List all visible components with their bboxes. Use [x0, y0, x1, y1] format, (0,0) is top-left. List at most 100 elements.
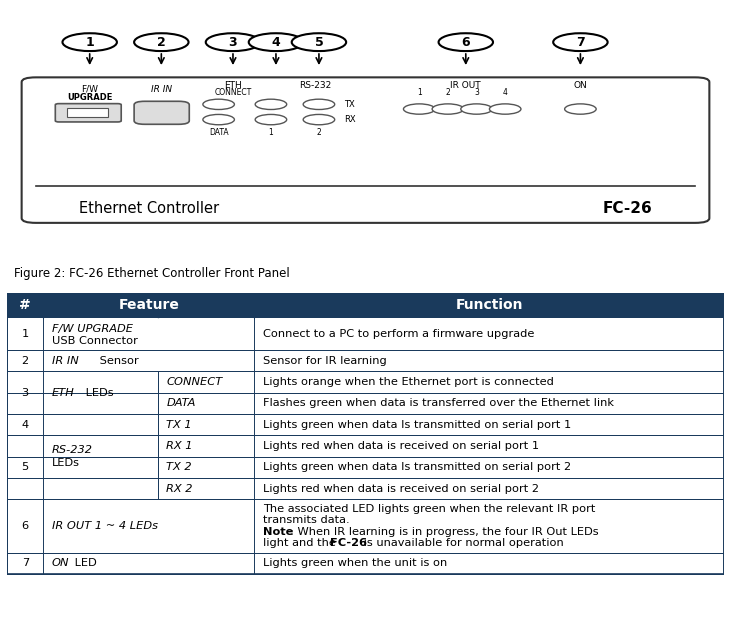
Text: F/W: F/W [81, 85, 98, 94]
Text: TX 2: TX 2 [167, 462, 192, 473]
Text: RS-232: RS-232 [299, 81, 331, 90]
Circle shape [303, 114, 335, 125]
Text: Lights green when data Is transmitted on serial port 1: Lights green when data Is transmitted on… [263, 420, 572, 430]
Text: RX 2: RX 2 [167, 484, 193, 494]
Text: LEDs: LEDs [52, 458, 80, 468]
Bar [7, 500, 724, 552]
Text: 6: 6 [461, 35, 470, 49]
Bar [7, 318, 724, 350]
Text: Sensor for IR learning: Sensor for IR learning [263, 356, 387, 366]
Text: Feature: Feature [118, 298, 179, 312]
Text: light and the: light and the [263, 538, 340, 548]
Circle shape [205, 33, 260, 51]
Text: CONNECT: CONNECT [167, 377, 223, 387]
Text: : When IR learning is in progress, the four IR Out LEDs: : When IR learning is in progress, the f… [289, 527, 598, 537]
Text: 4: 4 [272, 35, 280, 49]
Text: IR IN: IR IN [151, 85, 172, 94]
Circle shape [249, 33, 303, 51]
Text: 1: 1 [417, 88, 422, 97]
Circle shape [432, 104, 463, 114]
Text: 1: 1 [22, 329, 29, 339]
Text: FC-26: FC-26 [330, 538, 367, 548]
Circle shape [203, 99, 235, 109]
Text: IR IN: IR IN [52, 356, 78, 366]
Bar [7, 350, 724, 372]
Bar [7, 293, 724, 318]
FancyBboxPatch shape [56, 104, 121, 122]
Bar [7, 414, 724, 435]
Circle shape [255, 114, 287, 125]
Text: ON: ON [574, 81, 587, 90]
Text: RX 1: RX 1 [167, 441, 193, 451]
Text: Note: Note [263, 527, 293, 537]
Circle shape [303, 99, 335, 109]
Text: 1: 1 [268, 128, 273, 137]
Text: LED: LED [71, 558, 96, 568]
Text: Sensor: Sensor [96, 356, 139, 366]
Circle shape [461, 104, 492, 114]
Text: IR OUT: IR OUT [450, 81, 481, 90]
Circle shape [203, 114, 235, 125]
Text: RS-232: RS-232 [52, 446, 93, 455]
Text: transmits data.: transmits data. [263, 515, 349, 525]
Text: USB Connector: USB Connector [52, 336, 137, 346]
Bar [7, 435, 724, 457]
Text: Flashes green when data is transferred over the Ethernet link: Flashes green when data is transferred o… [263, 398, 614, 408]
Text: TX 1: TX 1 [167, 420, 192, 430]
Circle shape [404, 104, 435, 114]
Text: ON: ON [52, 558, 69, 568]
Text: The associated LED lights green when the relevant IR port: The associated LED lights green when the… [263, 504, 596, 514]
FancyBboxPatch shape [22, 77, 709, 223]
Text: #: # [19, 298, 31, 312]
Text: 2: 2 [445, 88, 450, 97]
Text: IR OUT 1 ~ 4 LEDs: IR OUT 1 ~ 4 LEDs [52, 521, 158, 531]
Text: FC-26: FC-26 [602, 201, 652, 216]
Text: LEDs: LEDs [82, 388, 113, 397]
Circle shape [439, 33, 493, 51]
Circle shape [553, 33, 607, 51]
Bar [67, 108, 108, 117]
Text: TX: TX [344, 100, 355, 109]
Circle shape [490, 104, 521, 114]
Bar [7, 478, 724, 500]
Text: UPGRADE: UPGRADE [67, 93, 113, 102]
Circle shape [62, 33, 117, 51]
Text: 5: 5 [22, 462, 29, 473]
Bar [7, 457, 724, 478]
Circle shape [564, 104, 596, 114]
Text: 4: 4 [22, 420, 29, 430]
Text: Lights green when the unit is on: Lights green when the unit is on [263, 558, 447, 568]
Bar [7, 552, 724, 574]
Text: CONNECT: CONNECT [214, 88, 251, 97]
Circle shape [134, 33, 189, 51]
Text: DATA: DATA [209, 128, 229, 137]
FancyBboxPatch shape [134, 102, 189, 124]
Text: RX: RX [344, 115, 356, 124]
Circle shape [292, 33, 346, 51]
Text: 5: 5 [314, 35, 323, 49]
Text: 3: 3 [474, 88, 479, 97]
Text: Lights green when data Is transmitted on serial port 2: Lights green when data Is transmitted on… [263, 462, 571, 473]
Bar [36, 188, 695, 218]
Circle shape [255, 99, 287, 109]
Text: 7: 7 [576, 35, 585, 49]
Text: Lights orange when the Ethernet port is connected: Lights orange when the Ethernet port is … [263, 377, 554, 387]
Text: Lights red when data is received on serial port 1: Lights red when data is received on seri… [263, 441, 539, 451]
Text: Function: Function [455, 298, 523, 312]
Text: ETH: ETH [224, 81, 242, 90]
Text: 4: 4 [503, 88, 507, 97]
Text: 7: 7 [22, 558, 29, 568]
Text: 6: 6 [22, 521, 29, 531]
Bar [7, 393, 724, 414]
Text: 3: 3 [229, 35, 238, 49]
Text: 2: 2 [157, 35, 166, 49]
Text: 3: 3 [22, 388, 29, 397]
Text: 1: 1 [86, 35, 94, 49]
Text: DATA: DATA [167, 398, 196, 408]
Text: Ethernet Controller: Ethernet Controller [79, 201, 219, 216]
Text: 2: 2 [22, 356, 29, 366]
Text: F/W UPGRADE: F/W UPGRADE [52, 323, 133, 334]
Text: Figure 2: FC-26 Ethernet Controller Front Panel: Figure 2: FC-26 Ethernet Controller Fron… [15, 267, 290, 280]
Bar [7, 372, 724, 393]
Text: Lights red when data is received on serial port 2: Lights red when data is received on seri… [263, 484, 539, 494]
